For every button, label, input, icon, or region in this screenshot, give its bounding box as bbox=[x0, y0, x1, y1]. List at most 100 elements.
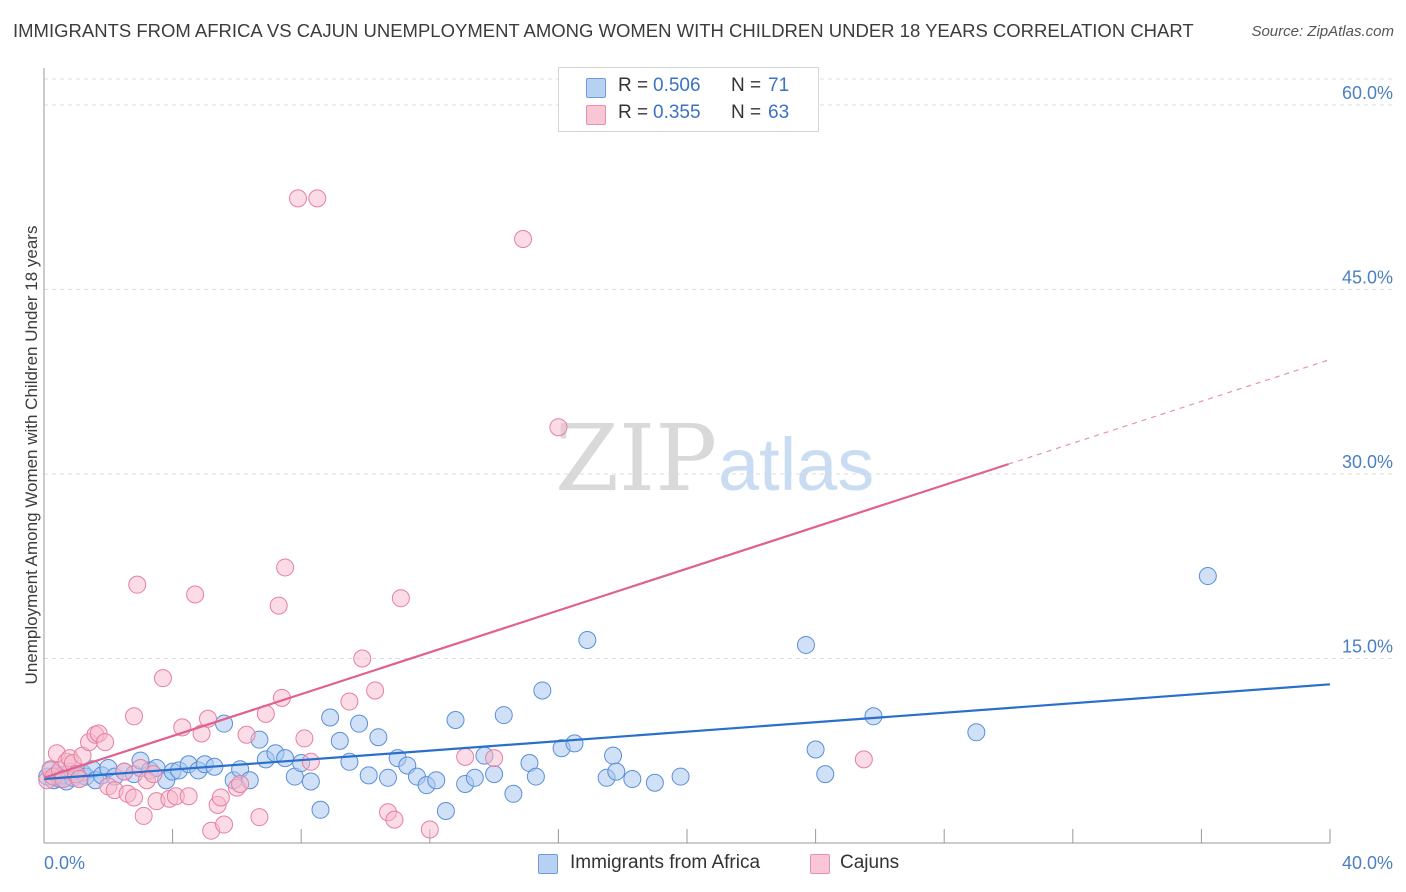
data-point-cajuns bbox=[211, 788, 230, 807]
data-point-cajuns bbox=[308, 189, 327, 208]
legend-row-africa: R = 0.506 N = 71 bbox=[559, 73, 818, 101]
data-point-africa bbox=[623, 770, 642, 789]
data-point-africa bbox=[494, 706, 513, 725]
data-point-cajuns bbox=[288, 189, 307, 208]
data-point-africa bbox=[359, 766, 378, 785]
data-point-cajuns bbox=[385, 810, 404, 829]
data-point-africa bbox=[485, 765, 504, 784]
legend-swatch-africa bbox=[586, 78, 606, 98]
trend-line-cajuns bbox=[43, 463, 1009, 779]
legend-r-value: 0.355 bbox=[653, 102, 701, 123]
data-point-africa bbox=[796, 635, 815, 654]
y-axis-title: Unemployment Among Women with Children U… bbox=[22, 226, 41, 685]
legend-n-value: 71 bbox=[768, 75, 790, 96]
data-point-cajuns bbox=[70, 770, 89, 789]
data-point-africa bbox=[311, 800, 330, 819]
data-point-cajuns bbox=[96, 733, 115, 752]
data-point-africa bbox=[526, 767, 545, 786]
data-point-africa bbox=[321, 708, 340, 727]
legend-n-label: N = bbox=[731, 75, 762, 96]
y-tick-label: 60.0% bbox=[1342, 83, 1393, 103]
data-point-africa bbox=[369, 728, 388, 747]
data-point-africa bbox=[350, 714, 369, 733]
data-point-africa bbox=[533, 681, 552, 700]
data-point-africa bbox=[565, 734, 584, 753]
data-point-africa bbox=[379, 768, 398, 787]
data-point-cajuns bbox=[128, 575, 147, 594]
data-point-africa bbox=[806, 740, 825, 759]
chart-title: IMMIGRANTS FROM AFRICA VS CAJUN UNEMPLOY… bbox=[13, 20, 1194, 41]
data-point-africa bbox=[504, 784, 523, 803]
watermark-zip: ZIP bbox=[555, 405, 717, 512]
data-point-cajuns bbox=[420, 820, 439, 839]
legend-label-cajuns: Cajuns bbox=[840, 852, 900, 873]
watermark-atlas: atlas bbox=[718, 423, 874, 506]
legend-label-africa: Immigrants from Africa bbox=[570, 852, 761, 873]
data-point-cajuns bbox=[854, 750, 873, 769]
data-point-cajuns bbox=[456, 747, 475, 766]
data-point-africa bbox=[330, 731, 349, 750]
data-point-africa bbox=[446, 710, 465, 729]
data-point-africa bbox=[465, 768, 484, 787]
legend-n-label: N = bbox=[731, 102, 762, 123]
y-axis-label: Unemployment Among Women with Children U… bbox=[22, 226, 41, 685]
legend-r-label: R = bbox=[618, 102, 649, 123]
data-point-africa bbox=[607, 762, 626, 781]
data-point-cajuns bbox=[353, 649, 372, 668]
data-point-cajuns bbox=[134, 806, 153, 825]
series-cajuns bbox=[38, 189, 873, 840]
data-point-cajuns bbox=[144, 765, 163, 784]
data-point-cajuns bbox=[153, 669, 172, 688]
data-point-cajuns bbox=[179, 787, 198, 806]
y-tick-label: 45.0% bbox=[1342, 267, 1393, 287]
data-point-cajuns bbox=[237, 725, 256, 744]
correlation-legend: R = 0.506 N = 71 R = 0.355 N = 63 bbox=[558, 67, 819, 132]
data-point-cajuns bbox=[269, 596, 288, 615]
trend-line-cajuns-extension bbox=[1008, 358, 1331, 465]
data-point-africa bbox=[816, 765, 835, 784]
data-point-africa bbox=[645, 773, 664, 792]
y-tick-label: 30.0% bbox=[1342, 452, 1393, 472]
data-point-cajuns bbox=[295, 729, 314, 748]
data-point-cajuns bbox=[340, 692, 359, 711]
data-point-cajuns bbox=[125, 788, 144, 807]
data-point-cajuns bbox=[301, 752, 320, 771]
data-point-cajuns bbox=[391, 589, 410, 608]
x-tick-label: 0.0% bbox=[44, 853, 85, 873]
data-point-cajuns bbox=[549, 418, 568, 437]
data-point-cajuns bbox=[215, 815, 234, 834]
series-legend: Immigrants from Africa Cajuns bbox=[0, 850, 1406, 880]
legend-r-value: 0.506 bbox=[653, 75, 701, 96]
data-point-cajuns bbox=[485, 749, 504, 768]
data-point-africa bbox=[671, 767, 690, 786]
data-point-cajuns bbox=[276, 558, 295, 577]
data-point-africa bbox=[436, 802, 455, 821]
data-point-africa bbox=[301, 772, 320, 791]
y-tick-label: 15.0% bbox=[1342, 636, 1393, 656]
watermark: ZIP atlas bbox=[555, 405, 874, 512]
data-point-cajuns bbox=[186, 585, 205, 604]
legend-swatch-africa bbox=[538, 854, 558, 874]
trend-lines bbox=[43, 358, 1331, 781]
legend-row-cajuns: R = 0.355 N = 63 bbox=[559, 100, 818, 128]
data-point-cajuns bbox=[250, 808, 269, 827]
source-credit: Source: ZipAtlas.com bbox=[1251, 23, 1394, 40]
data-point-africa bbox=[215, 714, 234, 733]
grid bbox=[44, 78, 1392, 659]
x-tick-label: 40.0% bbox=[1342, 853, 1393, 873]
data-point-cajuns bbox=[514, 229, 533, 248]
data-point-africa bbox=[967, 723, 986, 742]
data-point-africa bbox=[864, 707, 883, 726]
data-point-cajuns bbox=[231, 774, 250, 793]
legend-n-value: 63 bbox=[768, 102, 790, 123]
data-point-africa bbox=[276, 749, 295, 768]
data-point-africa bbox=[427, 771, 446, 790]
data-point-cajuns bbox=[366, 681, 385, 700]
data-point-cajuns bbox=[125, 707, 144, 726]
trend-line-africa bbox=[43, 683, 1331, 781]
legend-r-label: R = bbox=[618, 75, 649, 96]
data-point-africa bbox=[578, 631, 597, 650]
tick-labels: 15.0% 30.0% 45.0% 60.0% 0.0% 40.0% bbox=[44, 83, 1393, 873]
legend-swatch-cajuns bbox=[810, 854, 830, 874]
legend-swatch-cajuns bbox=[586, 105, 606, 125]
